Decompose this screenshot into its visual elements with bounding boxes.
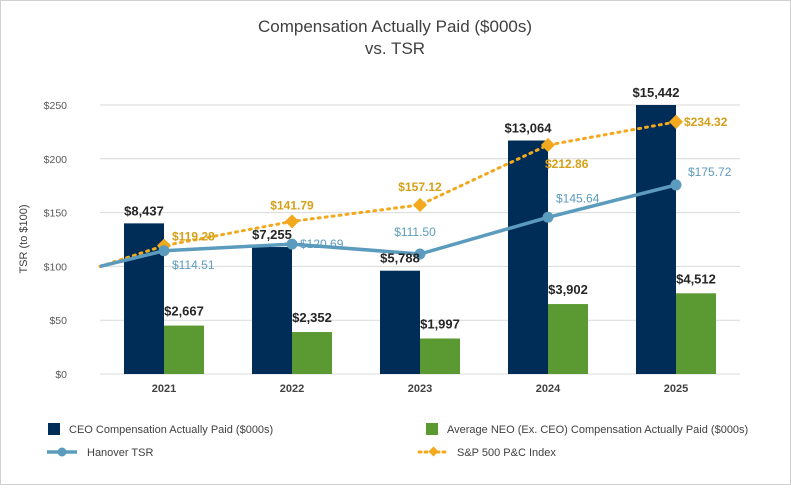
neo-bar	[676, 293, 716, 374]
sp500-point	[284, 214, 300, 229]
legend-swatch-ceo	[48, 423, 60, 435]
x-tick-label: 2022	[280, 383, 304, 395]
legend-label-hanover: Hanover TSR	[87, 447, 153, 459]
y-tick-label: $150	[44, 208, 68, 220]
lines	[98, 114, 684, 269]
ceo-bar	[380, 270, 420, 374]
hanover-tsr-label: $111.50	[394, 225, 436, 239]
hanover-tsr-line	[99, 183, 677, 269]
sp500-line	[98, 120, 678, 268]
y-tick-label: $250	[44, 100, 68, 112]
data-labels: $8,437 $2,667 $7,255 $2,352 $5,788 $1,997 $13,…	[124, 85, 732, 331]
neo-bar	[548, 304, 588, 374]
legend-label-neo: Average NEO (Ex. CEO) Compensation Actua…	[447, 424, 748, 436]
legend-label-sp500: S&P 500 P&C Index	[457, 447, 556, 459]
ceo-bar-label: $13,064	[505, 121, 553, 136]
sp500-label: $141.79	[270, 198, 314, 212]
ceo-bar	[508, 140, 548, 374]
y-tick-label: $200	[44, 154, 68, 166]
x-tick-label: 2021	[152, 383, 176, 395]
ceo-bar-label: $8,437	[124, 203, 164, 218]
y-axis-label: TSR (to $100)	[18, 204, 30, 273]
gridlines	[100, 104, 740, 375]
chart-subtitle: vs. TSR	[365, 39, 425, 58]
hanover-tsr-label: $175.72	[688, 165, 732, 179]
x-tick-label: 2023	[408, 383, 432, 395]
sp500-point	[668, 114, 684, 129]
y-tick-label: $100	[44, 261, 68, 273]
sp500-point	[540, 137, 556, 153]
hanover-tsr-label: $145.64	[556, 191, 600, 205]
chart-title: Compensation Actually Paid ($000s)	[258, 17, 532, 36]
legend-marker-sp500	[428, 446, 439, 457]
hanover-tsr-point	[414, 248, 426, 260]
neo-bar-label: $3,902	[548, 282, 588, 297]
neo-bar-label: $1,997	[420, 316, 460, 331]
legend-marker-hanover	[57, 447, 67, 457]
neo-bar	[164, 325, 204, 374]
ceo-bar	[124, 223, 164, 374]
neo-bar-label: $4,512	[676, 271, 716, 286]
sp500-label: $157.12	[398, 180, 442, 194]
sp500-label: $212.86	[545, 157, 589, 171]
neo-bar	[292, 332, 332, 374]
ceo-bar-label: $5,788	[380, 251, 420, 266]
neo-bar-label: $2,667	[164, 304, 204, 319]
y-tick-label: $0	[55, 369, 67, 381]
sp500-point	[412, 197, 428, 213]
ceo-bar-label: $15,442	[633, 85, 680, 100]
hanover-tsr-point	[286, 238, 298, 250]
legend-label-ceo: CEO Compensation Actually Paid ($000s)	[69, 424, 273, 436]
ceo-bar	[636, 105, 676, 374]
sp500-label: $234.32	[684, 115, 728, 129]
hanover-tsr-point	[670, 179, 682, 191]
y-axis-ticks: $0 $50 $100 $150 $200 $250	[44, 100, 68, 381]
hanover-tsr-label: $114.51	[172, 258, 215, 272]
x-tick-label: 2025	[664, 383, 688, 395]
legend-swatch-neo	[426, 423, 438, 435]
legend: CEO Compensation Actually Paid ($000s) A…	[47, 423, 748, 459]
ceo-bar-label: $7,255	[252, 227, 292, 242]
neo-bar-label: $2,352	[292, 310, 332, 325]
bars	[124, 105, 716, 374]
sp500-label: $119.28	[172, 230, 215, 244]
hanover-tsr-point	[542, 211, 554, 223]
hanover-tsr-point	[158, 245, 170, 257]
ceo-bar	[252, 247, 292, 374]
x-axis-ticks: 2021 2022 2023 2024 2025	[152, 383, 688, 395]
y-tick-label: $50	[49, 315, 67, 327]
x-tick-label: 2024	[536, 383, 561, 395]
hanover-tsr-label: $120.69	[300, 237, 344, 251]
neo-bar	[420, 338, 460, 374]
